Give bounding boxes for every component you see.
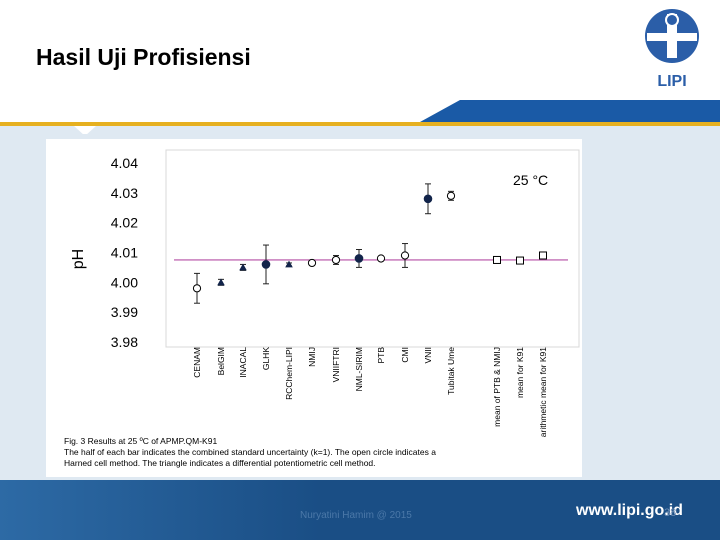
header-bands xyxy=(0,100,720,134)
x-tick-label: INACAL xyxy=(238,347,248,378)
data-point xyxy=(192,284,202,293)
y-tick-label: 4.00 xyxy=(111,274,138,290)
y-tick-label: 4.04 xyxy=(111,155,138,171)
x-tick-label: BelGIM xyxy=(216,347,226,375)
data-point xyxy=(307,258,317,268)
x-tick-label: arithmetic mean for K91 xyxy=(538,347,548,438)
footer-bar: Nuryatini Hamim @ 2015 www.lipi.go.id 38 xyxy=(0,480,720,540)
footer-url[interactable]: www.lipi.go.id xyxy=(576,502,683,519)
logo-cross-h xyxy=(647,33,697,41)
x-tick-label: VNII xyxy=(423,347,433,364)
data-point xyxy=(331,255,341,265)
temperature-annotation: 25 °C xyxy=(513,172,548,188)
footer-credit: Nuryatini Hamim @ 2015 xyxy=(300,510,412,521)
x-axis-labels: CENAM BelGIM INACAL GLHK RCChem-LIPI NMIJ VNII… xyxy=(192,347,548,438)
data-point xyxy=(217,278,225,286)
x-tick-label: NML-SIRIM xyxy=(354,347,364,391)
logo-dot xyxy=(665,13,679,27)
y-tick-label: 4.01 xyxy=(111,245,138,261)
data-point xyxy=(354,254,364,263)
data-point xyxy=(239,263,247,271)
x-tick-label: Tubitak Ume xyxy=(446,347,456,395)
plot-area xyxy=(165,149,580,348)
data-points xyxy=(192,183,547,304)
x-tick-label: CMI xyxy=(400,347,410,363)
data-point xyxy=(516,256,524,265)
y-axis-label: pH xyxy=(70,249,87,269)
x-tick-label: CENAM xyxy=(192,347,202,378)
data-point xyxy=(400,251,410,260)
caption-title: Fig. 3 Results at 25 ºC of APMP.QM-K91 xyxy=(64,436,217,446)
x-tick-label: mean for K91 xyxy=(515,347,525,398)
footer-gradient xyxy=(0,480,320,540)
x-tick-label: NMIJ xyxy=(307,347,317,367)
y-tick-label: 4.02 xyxy=(111,215,138,231)
slide-title: Hasil Uji Profisiensi xyxy=(36,44,251,70)
y-tick-label: 4.03 xyxy=(111,185,138,201)
logo-text: LIPI xyxy=(657,73,686,90)
x-tick-label: GLHK xyxy=(261,347,271,370)
data-point xyxy=(493,255,501,264)
data-point xyxy=(423,194,433,204)
y-tick-label: 3.99 xyxy=(111,304,138,320)
data-point xyxy=(261,260,271,269)
lipi-logo: LIPI xyxy=(645,9,699,90)
y-tick-label: 3.98 xyxy=(111,334,138,350)
x-tick-label: PTB xyxy=(376,347,386,364)
data-point xyxy=(446,191,456,200)
page-number: 38 xyxy=(664,507,677,519)
data-point xyxy=(539,251,547,260)
data-point xyxy=(376,254,386,263)
x-tick-label: RCChem-LIPI xyxy=(284,347,294,400)
y-axis-ticks: 4.04 4.03 4.02 4.01 4.00 3.99 3.98 xyxy=(111,155,138,350)
caption-line-2: Harned cell method. The triangle indicat… xyxy=(64,458,376,468)
caption-line-1: The half of each bar indicates the combi… xyxy=(64,447,436,457)
x-tick-label: mean of PTB & NMIJ xyxy=(492,347,502,427)
data-point xyxy=(285,260,293,268)
chart-figure: 4.04 4.03 4.02 4.01 4.00 3.99 3.98 pH 25 °C CE… xyxy=(46,139,582,477)
x-tick-label: VNIIFTRI xyxy=(331,347,341,382)
